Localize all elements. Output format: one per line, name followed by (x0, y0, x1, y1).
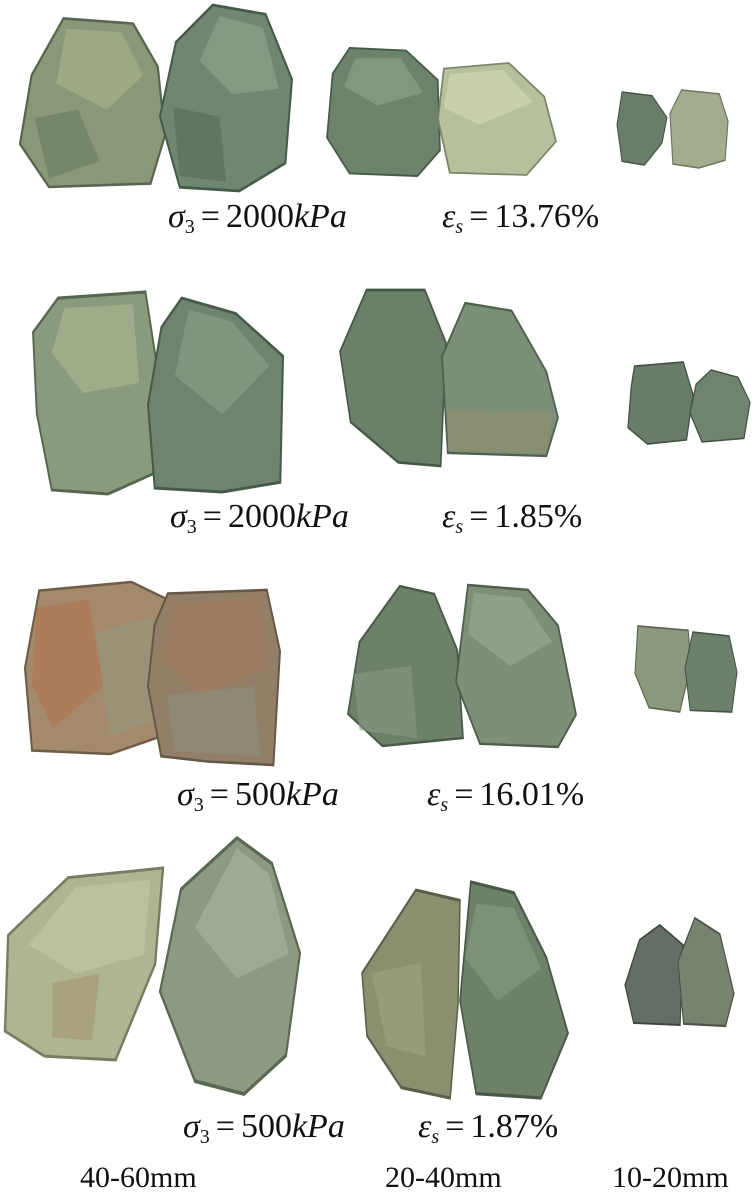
rock-row3-small-b (684, 631, 738, 713)
epsilon-symbol: ε (418, 1108, 432, 1145)
sigma-value: 500 (234, 776, 286, 813)
equals-sign: = (200, 198, 220, 235)
sigma-unit: kPa (293, 198, 347, 235)
rock-row2-medium-a (339, 288, 447, 468)
row1-caption-epsilon: εs = 13.76% (442, 198, 600, 238)
epsilon-subscript: s (440, 794, 449, 816)
sigma-subscript: 3 (199, 1126, 210, 1148)
row2-caption-epsilon: εs = 1.85% (442, 498, 583, 538)
sigma-subscript: 3 (193, 794, 204, 816)
row4-caption-epsilon: εs = 1.87% (418, 1108, 559, 1148)
rock-row4-large-b (158, 835, 302, 1096)
rock-row3-medium-a (347, 584, 464, 748)
sigma-value: 2000 (227, 498, 296, 535)
rock-row1-small-a (616, 91, 668, 166)
rock-row2-large-a (32, 290, 159, 496)
epsilon-value: 1.85% (494, 498, 583, 535)
row4-caption-sigma: σ3 = 500kPa (183, 1108, 345, 1148)
epsilon-symbol: ε (427, 776, 441, 813)
equals-sign: = (215, 1108, 235, 1145)
row2-caption-sigma: σ3 = 2000kPa (170, 498, 349, 538)
epsilon-symbol: ε (442, 198, 456, 235)
epsilon-subscript: s (455, 216, 464, 238)
rock-row3-medium-b (455, 583, 577, 749)
sigma-symbol: σ (183, 1108, 200, 1145)
rock-row3-large-b (146, 588, 282, 767)
sigma-value: 500 (240, 1108, 292, 1145)
equals-sign: = (469, 498, 489, 535)
sigma-symbol: σ (170, 498, 187, 535)
rock-row1-large-b (158, 3, 294, 193)
equals-sign: = (202, 498, 222, 535)
sigma-unit: kPa (295, 498, 349, 535)
rock-row1-large-a (18, 15, 167, 189)
sigma-value: 2000 (225, 198, 294, 235)
rock-row2-large-b (146, 296, 285, 494)
row1-caption-sigma: σ3 = 2000kPa (168, 198, 347, 238)
rock-row2-small-b (689, 369, 751, 443)
sigma-symbol: σ (168, 198, 185, 235)
equals-sign: = (469, 198, 489, 235)
sigma-subscript: 3 (186, 516, 197, 538)
rock-row2-medium-b (441, 301, 559, 458)
epsilon-symbol: ε (442, 498, 456, 535)
row3-caption-sigma: σ3 = 500kPa (177, 776, 339, 816)
size-label-large: 40-60mm (80, 1161, 197, 1194)
rock-row1-medium-a (326, 47, 441, 177)
equals-sign: = (445, 1108, 465, 1145)
epsilon-value: 16.01% (479, 776, 585, 813)
sigma-symbol: σ (177, 776, 194, 813)
rock-row3-large-a (23, 580, 169, 756)
epsilon-value: 1.87% (470, 1108, 559, 1145)
rock-row4-large-a (3, 866, 165, 1062)
epsilon-subscript: s (431, 1126, 440, 1148)
rock-row4-medium-b (459, 880, 569, 1100)
sigma-unit: kPa (285, 776, 339, 813)
rock-row1-small-b (669, 89, 729, 169)
epsilon-subscript: s (455, 516, 464, 538)
equals-sign: = (454, 776, 474, 813)
rock-row4-medium-a (361, 888, 461, 1100)
size-label-medium: 20-40mm (385, 1161, 502, 1194)
rock-row3-small-a (634, 625, 692, 713)
rock-row4-small-a (624, 923, 684, 1027)
sigma-subscript: 3 (184, 216, 195, 238)
rock-row2-small-a (627, 361, 694, 445)
rock-row1-medium-b (437, 62, 557, 176)
size-label-small: 10-20mm (612, 1161, 729, 1194)
sigma-unit: kPa (291, 1108, 345, 1145)
epsilon-value: 13.76% (494, 198, 600, 235)
row3-caption-epsilon: εs = 16.01% (427, 776, 585, 816)
rock-row4-small-b (677, 916, 735, 1028)
equals-sign: = (209, 776, 229, 813)
